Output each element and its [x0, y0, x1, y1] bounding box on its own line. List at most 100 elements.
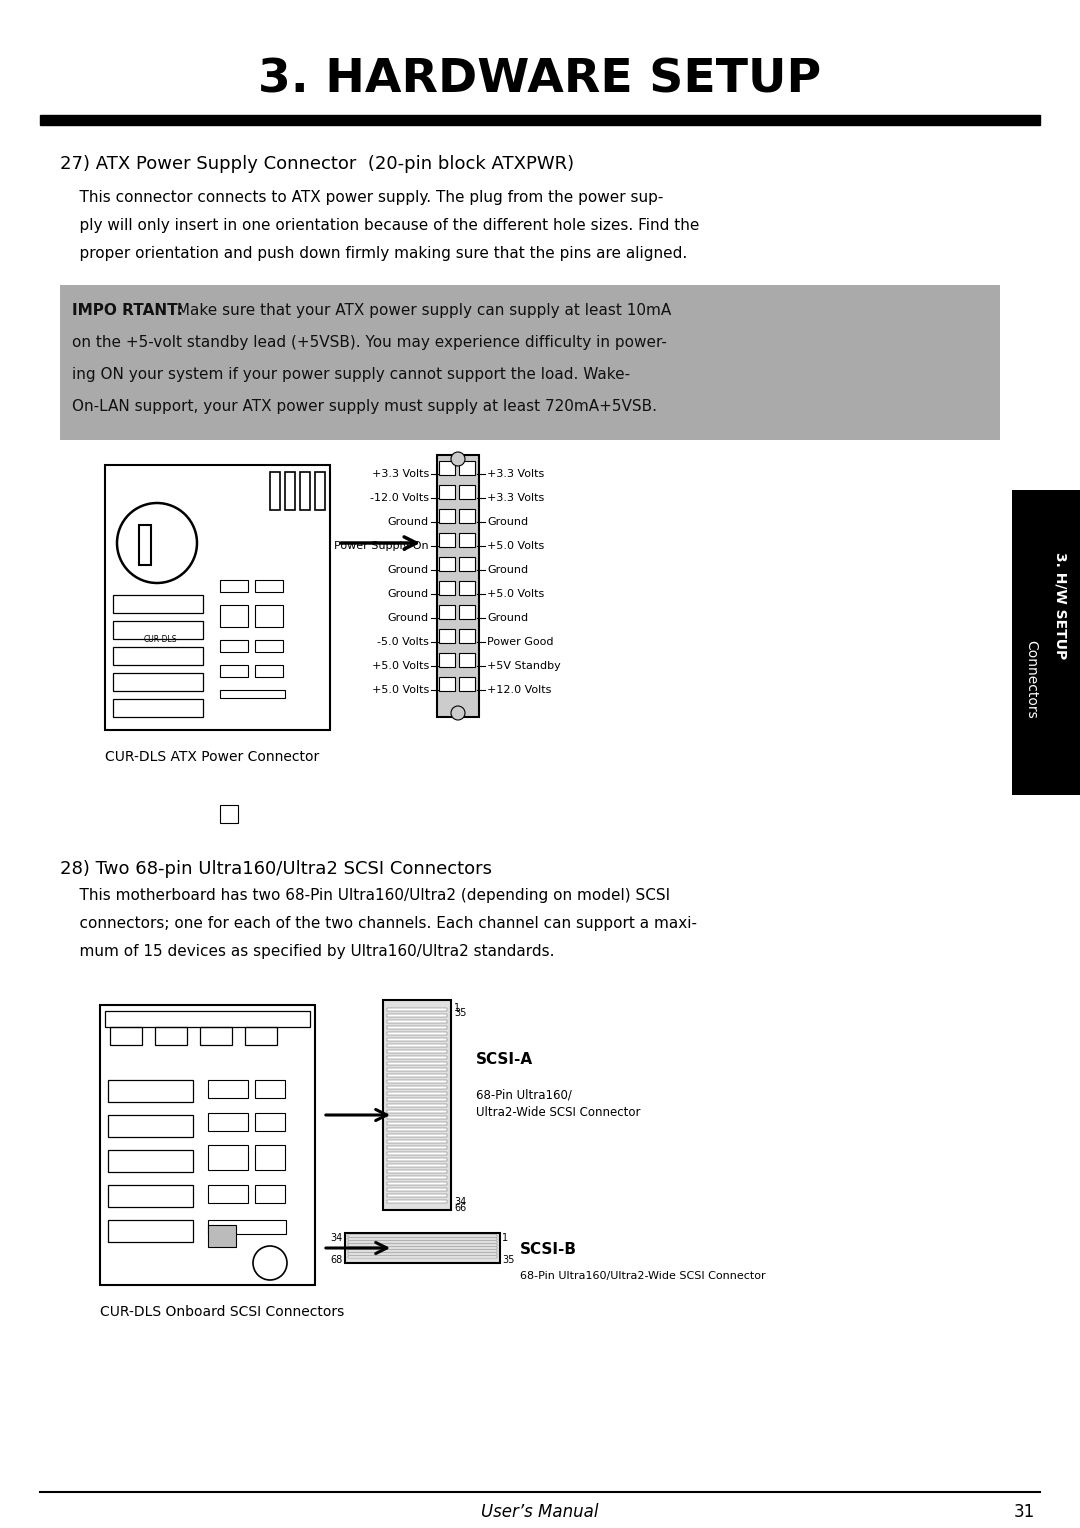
Text: User’s Manual: User’s Manual	[482, 1504, 598, 1520]
Bar	[348, 1238, 497, 1241]
Text: 34: 34	[454, 1196, 467, 1207]
Bar	[387, 1183, 447, 1186]
Bar	[110, 1027, 141, 1045]
Bar	[459, 630, 475, 643]
Bar	[459, 558, 475, 571]
Bar	[139, 526, 151, 565]
Text: -12.0 Volts: -12.0 Volts	[370, 494, 429, 503]
Bar	[348, 1256, 497, 1258]
Bar	[348, 1241, 497, 1242]
Bar	[387, 1025, 447, 1028]
Bar	[459, 509, 475, 523]
Bar	[108, 1186, 193, 1207]
Text: SCSI-A: SCSI-A	[476, 1053, 534, 1068]
Bar	[387, 1031, 447, 1034]
Bar	[315, 472, 325, 510]
Bar	[255, 1080, 285, 1099]
Text: connectors; one for each of the two channels. Each channel can support a maxi-: connectors; one for each of the two chan…	[60, 915, 697, 931]
Circle shape	[451, 706, 465, 720]
Text: Ground: Ground	[487, 516, 528, 527]
Text: 1: 1	[454, 1002, 460, 1013]
Bar	[387, 1193, 447, 1196]
Bar	[387, 1105, 447, 1106]
Bar	[208, 1186, 248, 1203]
Bar	[387, 1044, 447, 1047]
Bar	[40, 115, 1040, 125]
Text: 35: 35	[502, 1254, 514, 1265]
Text: +5.0 Volts: +5.0 Volts	[372, 662, 429, 671]
Bar	[438, 677, 455, 691]
Bar	[113, 620, 203, 639]
Bar	[387, 1177, 447, 1180]
Bar	[60, 286, 1000, 440]
Bar	[387, 1158, 447, 1161]
Text: CUR-DLS ATX Power Connector: CUR-DLS ATX Power Connector	[105, 750, 320, 764]
Bar	[156, 1027, 187, 1045]
Bar	[387, 1038, 447, 1041]
Bar	[208, 1144, 248, 1170]
Bar	[348, 1250, 497, 1251]
Bar	[255, 640, 283, 652]
Bar	[348, 1235, 497, 1238]
Bar	[255, 1186, 285, 1203]
Bar	[459, 581, 475, 594]
Text: 35: 35	[454, 1008, 467, 1018]
Bar	[387, 1134, 447, 1137]
Bar	[108, 1115, 193, 1137]
Text: CUR-DLS: CUR-DLS	[144, 636, 177, 645]
Text: 68: 68	[330, 1254, 343, 1265]
Bar	[105, 465, 330, 730]
Bar	[255, 665, 283, 677]
Bar	[387, 1068, 447, 1071]
Bar	[387, 1122, 447, 1125]
Text: -5.0 Volts: -5.0 Volts	[377, 637, 429, 646]
Bar	[285, 472, 295, 510]
Text: +5V Standby: +5V Standby	[487, 662, 561, 671]
Bar	[387, 1074, 447, 1077]
Text: 31: 31	[1014, 1504, 1035, 1520]
Bar	[113, 698, 203, 717]
Circle shape	[451, 452, 465, 466]
Text: 34: 34	[330, 1233, 343, 1242]
Text: ing ON your system if your power supply cannot support the load. Wake-: ing ON your system if your power supply …	[72, 367, 630, 382]
Text: Connectors: Connectors	[1024, 640, 1038, 718]
Bar	[387, 1164, 447, 1167]
Bar	[220, 581, 248, 591]
Bar	[208, 1219, 286, 1235]
Bar	[387, 1140, 447, 1143]
Bar	[459, 605, 475, 619]
Text: 68-Pin Ultra160/
Ultra2-Wide SCSI Connector: 68-Pin Ultra160/ Ultra2-Wide SCSI Connec…	[476, 1088, 640, 1118]
Bar	[208, 1112, 248, 1131]
Text: Make sure that your ATX power supply can supply at least 10mA: Make sure that your ATX power supply can…	[172, 303, 672, 318]
Bar	[438, 605, 455, 619]
Bar	[438, 484, 455, 500]
Text: Ground: Ground	[487, 613, 528, 623]
Text: This connector connects to ATX power supply. The plug from the power sup-: This connector connects to ATX power sup…	[60, 189, 663, 205]
Text: ply will only insert in one orientation because of the different hole sizes. Fin: ply will only insert in one orientation …	[60, 219, 700, 232]
Bar	[108, 1219, 193, 1242]
Bar	[459, 533, 475, 547]
Bar	[255, 1144, 285, 1170]
Text: Ground: Ground	[487, 565, 528, 575]
Bar	[255, 605, 283, 626]
Bar	[108, 1080, 193, 1102]
Text: Power Supply On: Power Supply On	[335, 541, 429, 552]
Bar	[208, 1225, 237, 1247]
Bar	[300, 472, 310, 510]
Bar	[208, 1080, 248, 1099]
Text: proper orientation and push down firmly making sure that the pins are aligned.: proper orientation and push down firmly …	[60, 246, 687, 261]
Text: +5.0 Volts: +5.0 Volts	[372, 685, 429, 695]
Text: +3.3 Volts: +3.3 Volts	[372, 469, 429, 478]
Bar	[113, 646, 203, 665]
Bar	[459, 461, 475, 475]
Bar	[387, 1199, 447, 1203]
Text: Ground: Ground	[388, 588, 429, 599]
Bar	[387, 1021, 447, 1024]
Text: +5.0 Volts: +5.0 Volts	[487, 588, 544, 599]
Text: mum of 15 devices as specified by Ultra160/Ultra2 standards.: mum of 15 devices as specified by Ultra1…	[60, 944, 554, 960]
Text: +12.0 Volts: +12.0 Volts	[487, 685, 552, 695]
Bar	[459, 484, 475, 500]
Bar	[387, 1008, 447, 1012]
Text: 1: 1	[502, 1233, 508, 1242]
Text: 27) ATX Power Supply Connector  (20-pin block ATXPWR): 27) ATX Power Supply Connector (20-pin b…	[60, 154, 575, 173]
